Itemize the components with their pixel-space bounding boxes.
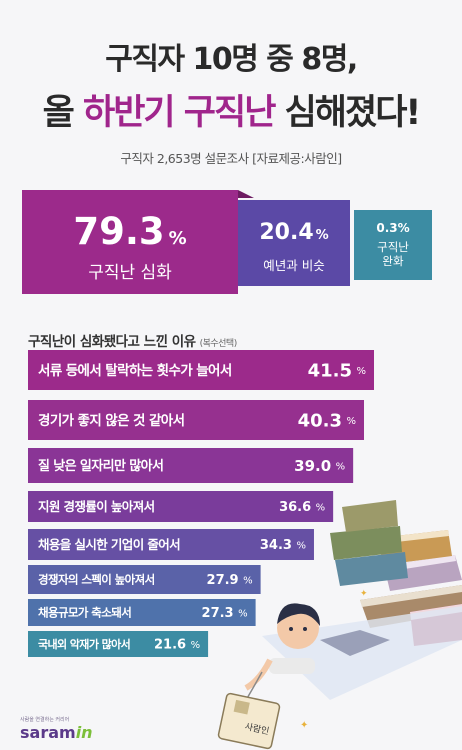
bar-value-8: 21.6	[154, 638, 186, 653]
bar-value-4: 36.6	[279, 500, 311, 515]
summary-worse-value: 79.3%	[73, 210, 187, 253]
bar-percent-5: %	[296, 541, 306, 552]
bar-8	[28, 631, 209, 657]
summary-worse-box: 79.3% 구직난 심화	[22, 190, 254, 294]
subtitle: 구직자 2,653명 설문조사 [자료제공:사람인]	[120, 151, 342, 166]
bar-value-6: 27.9	[207, 573, 239, 588]
bar-percent-1: %	[356, 366, 366, 377]
summary-same-box: 20.4% 예년과 비슷	[238, 200, 350, 286]
bar-1	[28, 350, 374, 390]
bar-percent-3: %	[336, 462, 346, 473]
bar-percent-8: %	[191, 640, 201, 651]
bar-2	[28, 400, 364, 440]
summary-same-value: 20.4%	[259, 220, 329, 245]
bar-label-7: 채용규모가 축소돼서	[38, 606, 131, 620]
bar-label-3: 질 낮은 일자리만 많아서	[38, 458, 163, 474]
bar-value-1: 41.5	[308, 360, 352, 381]
sparkle-icon: ✦	[300, 720, 308, 731]
bar-percent-6: %	[243, 576, 253, 587]
bar-label-2: 경기가 좋지 않은 것 같아서	[38, 412, 184, 429]
logo-brand: saramin	[20, 723, 93, 742]
bar-label-4: 지원 경쟁률이 높아져서	[38, 499, 155, 514]
bar-4	[28, 491, 334, 522]
bar-label-8: 국내외 악재가 많아서	[38, 637, 130, 651]
bar-label-5: 채용을 실시한 기업이 줄어서	[38, 537, 180, 552]
bar-percent-4: %	[316, 503, 326, 514]
summary-same-label: 예년과 비슷	[263, 258, 325, 273]
summary-better-value: 0.3%	[376, 221, 410, 235]
bar-percent-7: %	[238, 609, 248, 620]
bar-5	[28, 529, 314, 560]
bar-value-5: 34.3	[260, 538, 292, 553]
headline-line2: 올 하반기 구직난 심해졌다!	[42, 93, 422, 133]
summary-worse-label: 구직난 심화	[88, 263, 172, 283]
bar-value-2: 40.3	[298, 410, 342, 431]
bar-7	[28, 599, 256, 626]
fallen-character-illustration	[244, 603, 390, 691]
chart-section-note: (복수선택)	[199, 339, 238, 349]
bar-percent-2: %	[346, 416, 356, 427]
headline-highlight: 하반기 구직난	[83, 93, 276, 133]
saramin-logo: 사람을 연결하는 커리어 saramin	[20, 716, 93, 742]
name-badge-illustration: 사람인	[217, 671, 281, 750]
summary-better-label: 구직난 완화	[377, 240, 409, 268]
bar-value-3: 39.0	[294, 457, 331, 475]
bar-label-1: 서류 등에서 탈락하는 횟수가 늘어서	[38, 362, 232, 379]
bar-value-7: 27.3	[202, 606, 234, 621]
bar-3	[28, 448, 354, 483]
summary-better-box: 0.3% 구직난 완화	[354, 210, 432, 280]
bar-6	[28, 565, 261, 594]
headline-line1: 구직자 10명 중 8명,	[105, 42, 358, 77]
bar-label-6: 경쟁자의 스펙이 높아져서	[38, 573, 155, 587]
logo-tagline: 사람을 연결하는 커리어	[20, 717, 70, 723]
sparkle-icon: ✦	[360, 589, 368, 599]
chart-section-title: 구직난이 심화됐다고 느낀 이유 (복수선택)	[28, 334, 238, 350]
